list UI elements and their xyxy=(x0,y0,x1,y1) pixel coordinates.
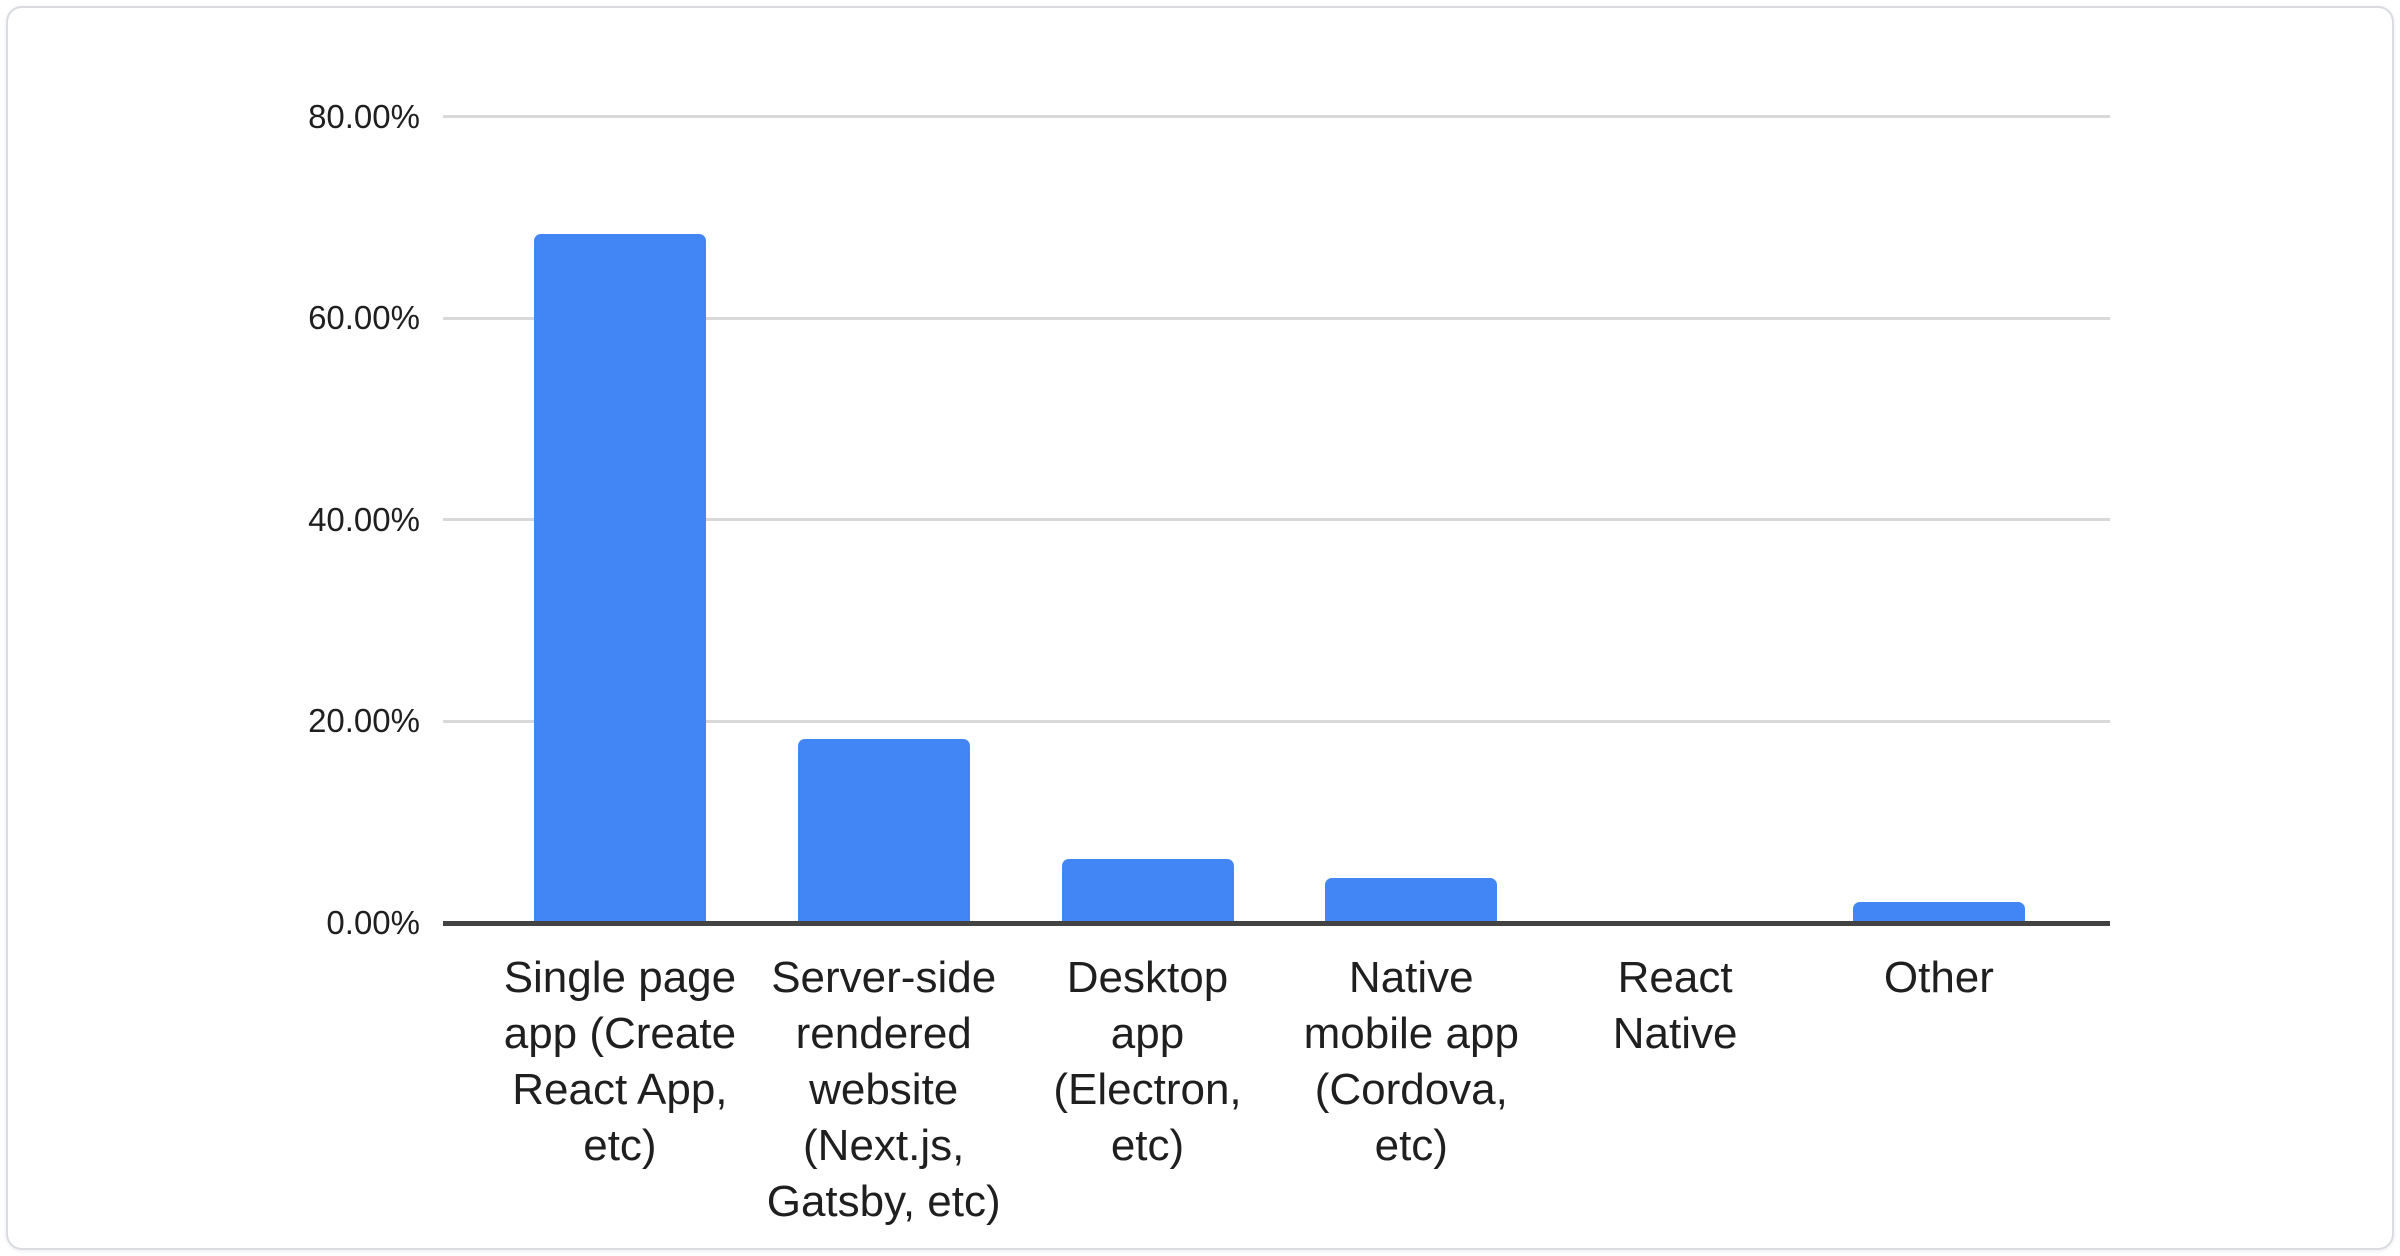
category-label-0: Single page app (Create React App, etc) xyxy=(488,950,752,1174)
chart-card xyxy=(6,6,2394,1250)
gridline-20 xyxy=(443,719,2110,723)
category-label-line: Single page xyxy=(503,953,737,1002)
gridline-40 xyxy=(443,518,2110,522)
category-label-line: Other xyxy=(1883,953,1994,1002)
category-label-line: mobile app xyxy=(1303,1009,1519,1058)
category-label-3: Native mobile app (Cordova, etc) xyxy=(1279,950,1543,1174)
category-label-line: Native xyxy=(1612,1009,1738,1058)
category-label-1: Server-side rendered website (Next.js, Gatsb… xyxy=(752,950,1016,1230)
y-axis-tick-label: 0.00% xyxy=(326,904,420,942)
y-axis-tick-label: 80.00% xyxy=(308,97,420,135)
y-axis-tick-label: 60.00% xyxy=(308,299,420,337)
category-label-line: (Next.js, xyxy=(803,1121,965,1170)
category-label-line: Desktop xyxy=(1066,953,1229,1002)
category-label-line: etc) xyxy=(1110,1121,1185,1170)
gridline-60 xyxy=(443,316,2110,320)
y-axis-tick-label: 40.00% xyxy=(308,500,420,538)
category-label-line: etc) xyxy=(583,1121,657,1170)
bar-5[interactable] xyxy=(1852,901,2025,923)
bar-2[interactable] xyxy=(1061,859,1234,923)
category-label-5: Other xyxy=(1807,950,2071,1006)
category-label-line: Server-side xyxy=(771,953,997,1002)
category-label-line: website xyxy=(809,1065,959,1114)
category-label-line: app (Create xyxy=(503,1009,737,1058)
category-label-2: Desktop app (Electron, etc) xyxy=(1016,950,1280,1174)
category-label-line: React xyxy=(1617,953,1733,1002)
x-axis-line xyxy=(443,920,2110,926)
category-label-line: rendered xyxy=(795,1009,972,1058)
category-label-line: (Electron, xyxy=(1053,1065,1242,1114)
bar-3[interactable] xyxy=(1325,877,1498,923)
category-label-line: (Cordova, xyxy=(1314,1065,1508,1114)
gridline-80 xyxy=(443,115,2110,119)
category-label-line: React App, xyxy=(512,1065,728,1114)
y-axis-tick-label: 20.00% xyxy=(308,702,420,740)
bar-0[interactable] xyxy=(533,233,706,923)
category-label-4: React Native xyxy=(1543,950,1807,1062)
category-label-line: Gatsby, etc) xyxy=(766,1177,1001,1226)
bar-1[interactable] xyxy=(797,738,970,923)
category-label-line: etc) xyxy=(1374,1121,1448,1170)
category-label-line: app xyxy=(1110,1009,1185,1058)
category-label-line: Native xyxy=(1348,953,1474,1002)
